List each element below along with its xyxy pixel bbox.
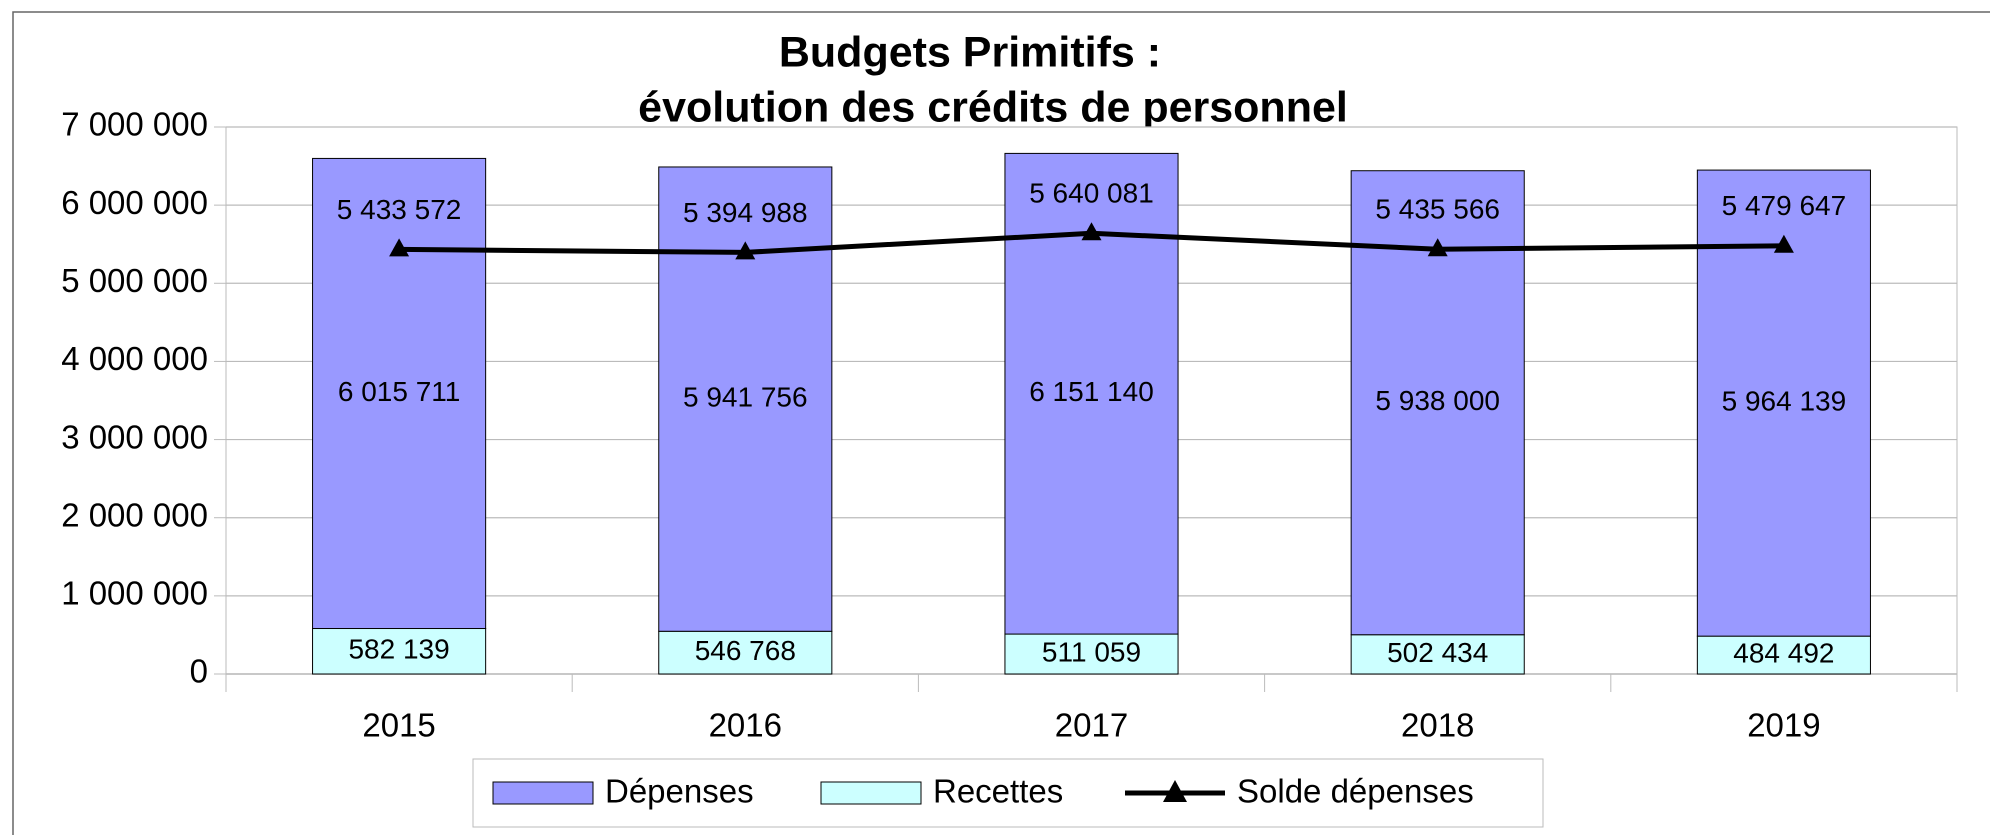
legend-label: Recettes <box>933 773 1063 810</box>
bar <box>312 157 487 630</box>
bar <box>1350 634 1525 675</box>
data-label: 5 435 566 <box>1375 194 1500 225</box>
data-label: 6 015 711 <box>338 376 461 407</box>
data-label: 5 479 647 <box>1722 190 1847 221</box>
x-tick-label: 2019 <box>1747 707 1820 744</box>
x-tick-label: 2015 <box>362 707 435 744</box>
y-tick-label: 1 000 000 <box>61 575 208 612</box>
data-label: 5 640 081 <box>1029 178 1154 209</box>
y-tick-label: 2 000 000 <box>61 496 208 533</box>
data-label: 511 059 <box>1042 636 1141 667</box>
y-tick-label: 4 000 000 <box>61 340 208 377</box>
bar <box>312 628 487 675</box>
line-marker <box>1427 238 1448 257</box>
bar <box>1696 635 1871 675</box>
data-label: 582 139 <box>348 634 449 665</box>
data-label: 502 434 <box>1387 637 1488 668</box>
x-tick-label: 2017 <box>1055 707 1128 744</box>
legend-swatch <box>820 781 922 805</box>
chart-subtitle: évolution des crédits de personnel <box>638 83 1348 131</box>
y-tick-label: 6 000 000 <box>61 184 208 221</box>
line-marker <box>1081 222 1102 241</box>
data-label: 5 433 572 <box>337 194 462 225</box>
line-marker <box>1773 234 1794 253</box>
chart-title: Budgets Primitifs : <box>779 28 1161 76</box>
data-label: 6 151 140 <box>1029 376 1154 407</box>
legend-label: Dépenses <box>605 773 754 810</box>
data-label: 484 492 <box>1733 637 1834 668</box>
bar <box>1004 633 1179 675</box>
data-label: 5 964 139 <box>1722 386 1847 417</box>
y-tick-label: 3 000 000 <box>61 418 208 455</box>
y-tick-label: 5 000 000 <box>61 262 208 299</box>
line-marker <box>735 241 756 260</box>
y-tick-label: 7 000 000 <box>61 106 208 143</box>
legend <box>472 758 1544 828</box>
line-marker <box>389 238 410 257</box>
x-tick-label: 2016 <box>709 707 782 744</box>
data-label: 546 768 <box>695 635 796 666</box>
data-label: 5 941 756 <box>683 382 808 413</box>
x-tick-label: 2018 <box>1401 707 1474 744</box>
legend-swatch <box>492 781 594 805</box>
y-tick-label: 0 <box>190 653 208 690</box>
data-label: 5 938 000 <box>1375 385 1500 416</box>
bar <box>658 630 833 675</box>
data-label: 5 394 988 <box>683 197 808 228</box>
legend-label: Solde dépenses <box>1237 773 1474 810</box>
legend-marker <box>1163 780 1187 802</box>
